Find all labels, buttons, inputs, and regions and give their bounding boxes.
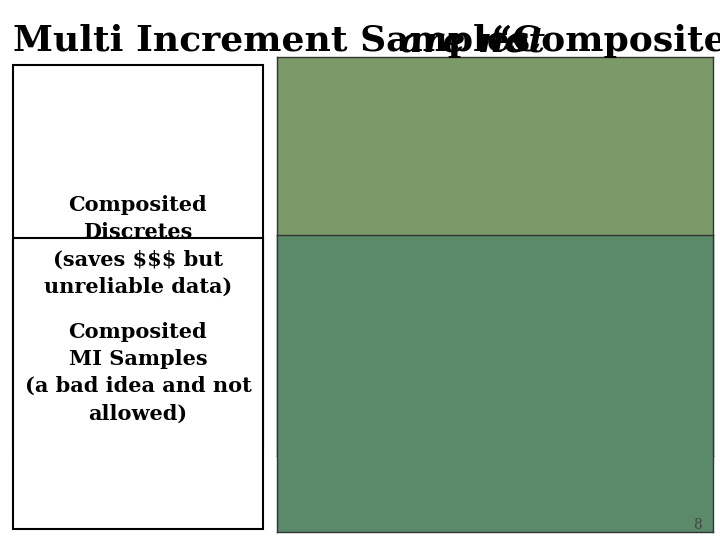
Text: Composited
MI Samples
(a bad idea and not
allowed): Composited MI Samples (a bad idea and no… bbox=[24, 322, 251, 423]
Text: Composited
Discretes
(saves $$$ but
unreliable data): Composited Discretes (saves $$$ but unre… bbox=[44, 195, 232, 296]
Text: 8: 8 bbox=[693, 518, 702, 532]
Text: are not: are not bbox=[400, 24, 545, 58]
Text: Multi Increment Samples: Multi Increment Samples bbox=[13, 24, 543, 58]
Text: “Composites”: “Composites” bbox=[479, 24, 720, 58]
